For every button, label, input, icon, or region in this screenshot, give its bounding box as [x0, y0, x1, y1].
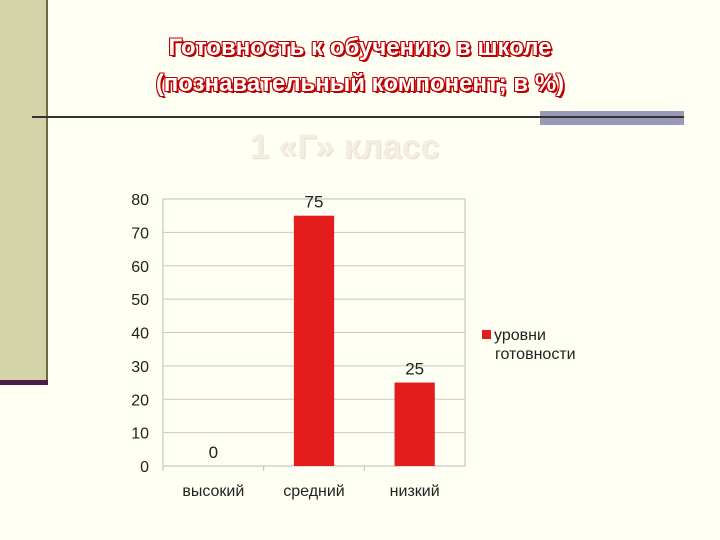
y-tick-label: 20 [131, 392, 149, 409]
y-tick-label: 70 [131, 225, 149, 242]
y-tick-label: 60 [131, 259, 149, 276]
legend-label-line-2: готовности [495, 346, 576, 363]
y-axis-labels: 0 10 20 30 40 50 60 70 80 [131, 192, 149, 476]
side-decor-foot [0, 380, 48, 385]
chart-legend: уровни готовности [482, 326, 576, 364]
bar-2 [394, 382, 435, 466]
slide-title: Готовность к обучению в школе (познавате… [60, 30, 660, 102]
data-label-1: 75 [305, 193, 324, 212]
y-tick-label: 10 [131, 426, 149, 443]
side-decor-edge [46, 0, 48, 382]
data-label-0: 0 [209, 443, 218, 462]
y-tick-label: 40 [131, 326, 149, 343]
legend-label-line-1: уровни [494, 327, 546, 344]
side-decor-bar [0, 0, 46, 380]
x-axis-labels: высокий средний низкий [182, 483, 439, 500]
y-tick-label: 0 [140, 459, 149, 476]
slide-subtitle: 1 «Г» класс [250, 128, 440, 166]
title-rule [32, 116, 684, 118]
data-label-2: 25 [405, 360, 424, 379]
x-tick-label-2: низкий [390, 483, 440, 500]
x-tick-label-1: средний [283, 483, 345, 500]
title-rule-accent [540, 111, 684, 125]
slide-title-line-1: Готовность к обучению в школе [168, 34, 552, 61]
chart-bars [293, 215, 435, 466]
y-tick-label: 30 [131, 359, 149, 376]
slide-title-line-2: (познавательный компонент; в %) [155, 70, 565, 97]
x-tick-label-0: высокий [182, 483, 244, 500]
y-tick-label: 80 [131, 192, 149, 209]
y-tick-label: 50 [131, 292, 149, 309]
data-labels: 0 75 25 [209, 193, 425, 462]
bar-1 [293, 215, 335, 466]
legend-swatch [482, 330, 491, 339]
